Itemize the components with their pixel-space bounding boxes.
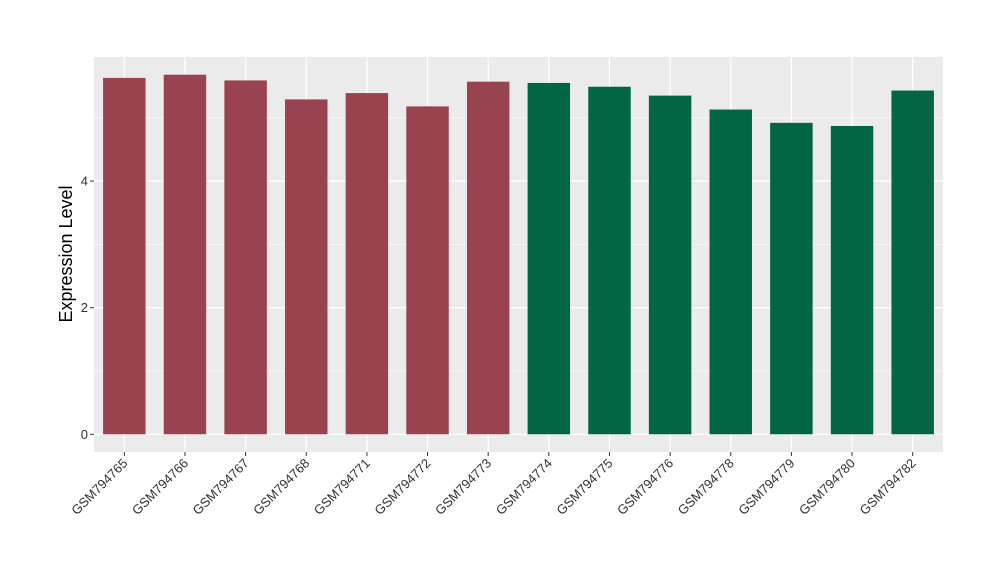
bar-GSM794773 bbox=[466, 81, 510, 435]
bar-GSM794766 bbox=[163, 74, 207, 435]
plot-panel bbox=[94, 57, 943, 452]
bar-GSM794772 bbox=[406, 106, 449, 435]
bar-GSM794765 bbox=[103, 77, 146, 435]
bar-GSM794775 bbox=[588, 86, 631, 435]
bars bbox=[103, 74, 934, 435]
y-tick-label: 0 bbox=[81, 427, 88, 442]
x-tick-label: GSM794775 bbox=[553, 456, 615, 518]
y-tick-label: 4 bbox=[81, 174, 88, 189]
bar-GSM794774 bbox=[527, 82, 571, 435]
bar-GSM794779 bbox=[770, 122, 813, 435]
bar-GSM794776 bbox=[648, 95, 692, 435]
x-tick-label: GSM794782 bbox=[857, 456, 919, 518]
x-tick-label: GSM794771 bbox=[311, 456, 373, 518]
x-tick-label: GSM794778 bbox=[675, 456, 737, 518]
bar-GSM794768 bbox=[285, 99, 328, 435]
x-tick-label: GSM794772 bbox=[371, 456, 433, 518]
x-tick-label: GSM794774 bbox=[493, 456, 555, 518]
bar-GSM794767 bbox=[224, 80, 267, 435]
bar-GSM794771 bbox=[345, 93, 389, 435]
bar-GSM794780 bbox=[830, 125, 874, 435]
x-tick-label: GSM794780 bbox=[796, 456, 858, 518]
y-tick-label: 2 bbox=[81, 300, 88, 315]
x-tick-label: GSM794776 bbox=[614, 456, 676, 518]
bar-GSM794778 bbox=[709, 109, 752, 435]
bar-GSM794782 bbox=[891, 90, 934, 435]
y-axis-title: Expression Level bbox=[56, 185, 76, 322]
y-axis: 0 2 4 bbox=[81, 174, 94, 442]
x-tick-label: GSM794765 bbox=[68, 456, 130, 518]
x-axis: GSM794765GSM794766GSM794767GSM794768GSM7… bbox=[68, 452, 919, 518]
x-tick-label: GSM794767 bbox=[190, 456, 252, 518]
x-tick-label: GSM794768 bbox=[250, 456, 312, 518]
x-tick-label: GSM794766 bbox=[129, 456, 191, 518]
x-tick-label: GSM794779 bbox=[735, 456, 797, 518]
x-tick-label: GSM794773 bbox=[432, 456, 494, 518]
